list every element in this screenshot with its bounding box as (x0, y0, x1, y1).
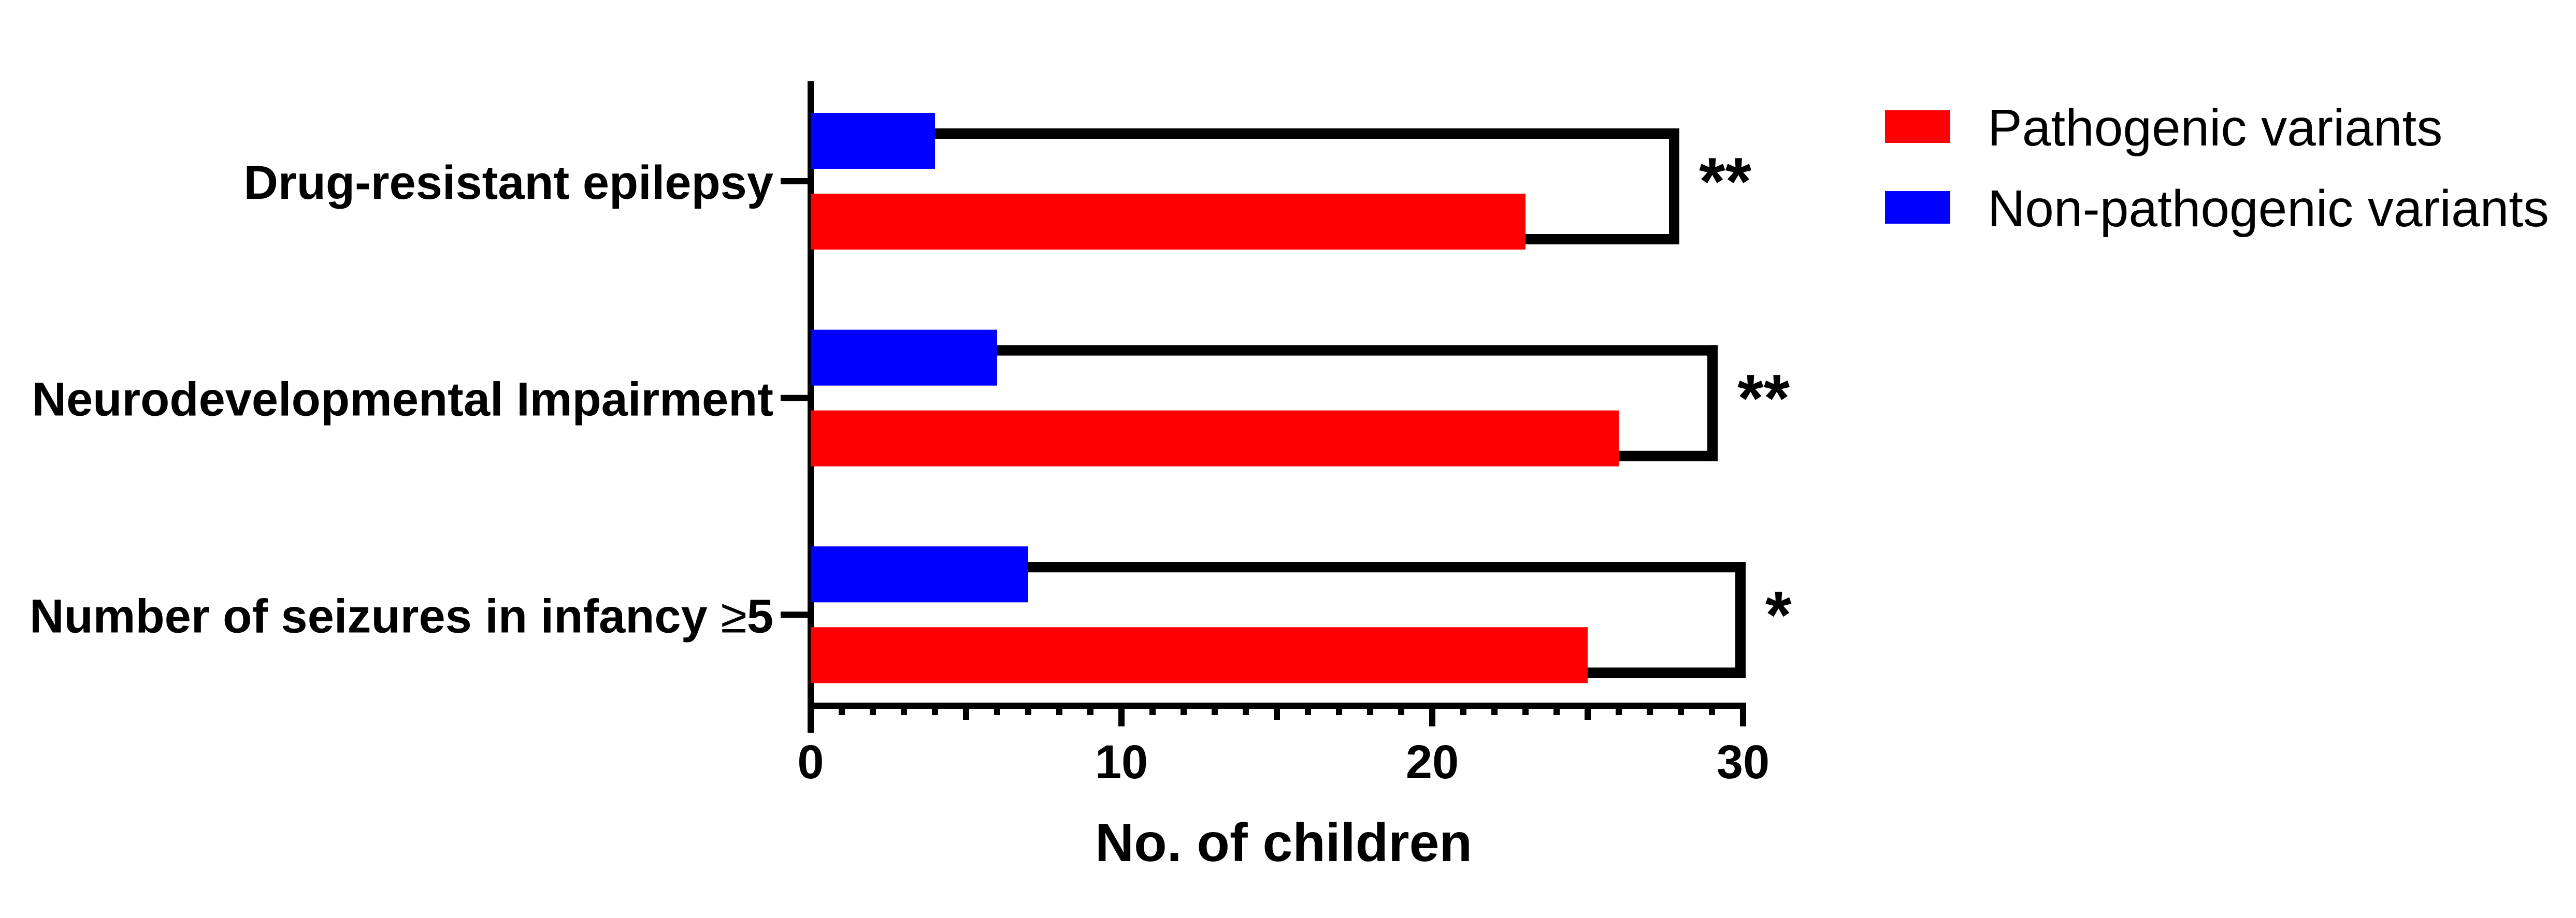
svg-text:10: 10 (1095, 736, 1148, 789)
svg-text:Neurodevelopmental Impairment: Neurodevelopmental Impairment (32, 373, 773, 426)
svg-text:20: 20 (1406, 736, 1459, 789)
svg-text:0: 0 (797, 736, 824, 789)
svg-text:Non-pathogenic variants: Non-pathogenic variants (1988, 180, 2549, 238)
svg-text:Pathogenic variants: Pathogenic variants (1988, 99, 2442, 157)
svg-text:**: ** (1737, 360, 1790, 436)
svg-text:Number of seizures in infancy: Number of seizures in infancy ≥5 (30, 590, 773, 643)
svg-text:30: 30 (1717, 736, 1769, 789)
svg-text:Drug-resistant epilepsy: Drug-resistant epilepsy (243, 156, 773, 209)
svg-text:*: * (1765, 577, 1792, 652)
svg-text:No. of children: No. of children (1095, 813, 1472, 873)
svg-text:**: ** (1699, 143, 1752, 219)
